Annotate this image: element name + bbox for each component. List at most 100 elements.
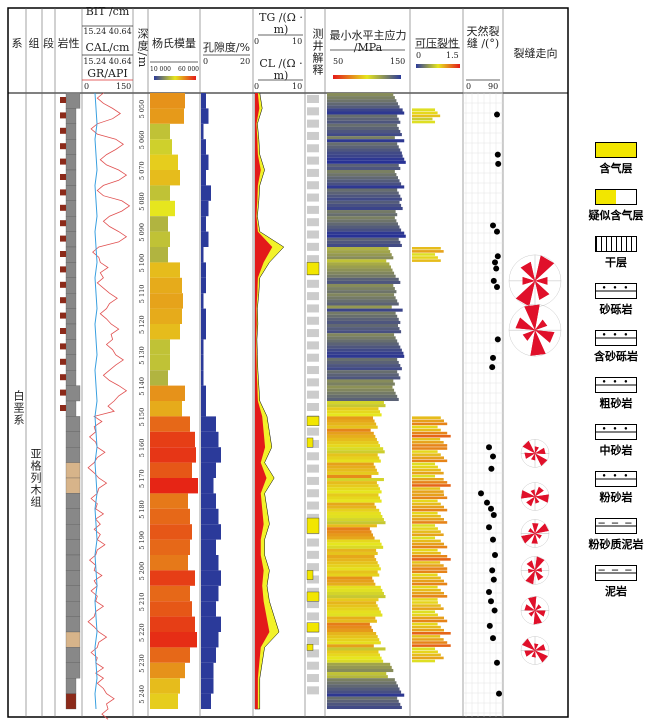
stress-bar [327,598,379,602]
interp-dry-layer [307,131,319,140]
cl-fill [255,93,273,709]
rose-petal [531,453,536,461]
interp-dry-layer [307,181,319,190]
header-system: 系 [11,37,23,50]
natural-fracture-point [495,160,502,167]
stress-bar [327,317,399,321]
stress-bar [327,514,383,519]
depth-tick-label: 5 210 [138,593,146,612]
fracability-bar [412,256,438,259]
header-porosity: 孔隙度/% [202,41,251,54]
legend-item: — — — 粉砂质泥岩 [582,518,650,552]
lithology-interval [65,262,77,278]
interp-gas-layer [306,622,320,633]
depth-tick-label: 5 080 [138,192,146,211]
interp-dry-layer [307,674,319,683]
depth-tick-label: 5 070 [138,161,146,180]
fracability-bar [412,487,441,490]
stress-bar [327,397,399,402]
interp-dry-layer [307,304,319,313]
lithology-interval [65,385,81,402]
lithology-mudstone-mark [60,328,66,334]
young-modulus-bar [150,108,184,124]
rose-petal [535,644,546,651]
natural-fracture-point [491,607,498,614]
fracability-bar [412,450,438,453]
header-lithology: 岩性 [57,37,80,50]
stress-bar [327,555,375,559]
lithology-mudstone-mark [60,405,66,411]
stress-bar [327,416,374,420]
porosity-bar [201,693,211,709]
young-modulus-bar [150,247,168,263]
porosity-bar [201,431,219,448]
legend-swatch [595,236,637,252]
young-modulus-bar [150,123,170,140]
header-young: 杨氏模量 [152,37,196,50]
rose-petal [535,533,542,539]
stress-bar [327,628,374,633]
rose-petal [533,610,542,625]
young-modulus-bar [150,616,195,632]
interp-dry-layer [307,464,319,473]
lithology-interval [65,539,81,556]
natural-fracture-point [494,659,500,666]
fracability-bar [412,259,441,262]
lithology-interval [65,524,81,540]
porosity-bar [201,524,221,540]
legend-label: 中砂岩 [599,444,633,457]
rose-petal [531,650,536,658]
stress-bar [327,444,381,448]
stress-bar [327,493,379,497]
stress-bar [327,280,401,284]
interp-dry-layer [307,452,319,461]
interp-dry-layer [307,378,319,387]
depth-tick-label: 5 180 [138,500,146,519]
natural-fracture-point [486,524,492,531]
stress-bar [327,428,371,432]
fracability-bar [412,582,448,586]
young-modulus-bar [150,370,168,386]
lithology-interval [65,169,77,186]
porosity-bar [201,478,214,494]
lithology-mudstone-mark [60,112,66,119]
stress-bar [327,231,405,235]
lithology-interval [65,400,77,417]
stress-bar [327,474,372,479]
fracability-bar [412,490,444,493]
fracability-bar [412,604,441,607]
depth-tick-label: 5 200 [138,562,146,581]
natural-fracture-point [488,598,494,605]
fracability-bar [412,610,436,614]
young-min: 10 000 [150,66,171,73]
stress-bar [327,675,388,679]
porosity-bar [201,647,216,663]
stress-bar [327,558,377,562]
fracability-bar [412,598,438,601]
stress-bar [327,693,405,697]
depth-tick-label: 5 090 [138,223,146,242]
interp-dry-layer [307,193,319,202]
natural-fracture-point [494,253,501,260]
stress-bar [327,123,398,127]
fracability-bar [412,644,451,647]
stress-bar [327,173,397,177]
stress-bar [327,638,380,642]
stress-bar [327,290,397,294]
porosity-bar [201,200,209,217]
young-modulus-bar [150,354,170,371]
stress-bar [327,471,379,475]
legend-item: • • • 含砂砾岩 [582,330,650,364]
fracability-bar [412,625,441,629]
porosity-bar [201,570,221,586]
lithology-mudstone-mark [60,389,66,396]
young-modulus-bar [150,478,198,494]
lithology-interval [65,631,81,648]
rose-petal [532,523,539,534]
natural-fracture-point [488,465,495,472]
stress-bar [327,425,378,429]
young-modulus-bar [150,493,188,509]
stress-bar [327,665,392,669]
stress-bar [327,142,398,146]
natural-fracture-point [496,690,502,697]
